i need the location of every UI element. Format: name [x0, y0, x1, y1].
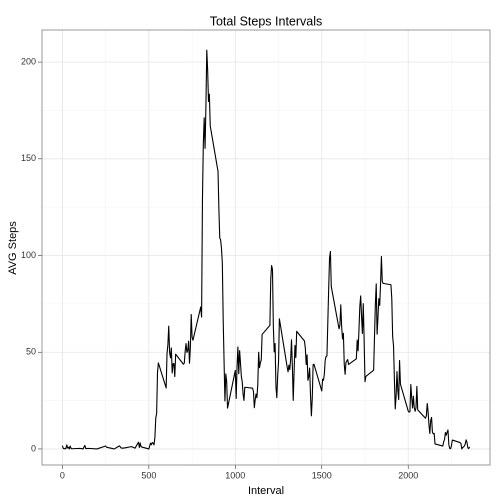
chart-title: Total Steps Intervals — [210, 14, 323, 28]
data-line — [61, 49, 471, 450]
x-tick-label: 0 — [60, 470, 65, 480]
plot-border — [41, 29, 491, 466]
x-tick-label: 1500 — [312, 470, 332, 480]
x-tick-label: 2000 — [398, 470, 418, 480]
x-axis-title: Interval — [248, 485, 284, 497]
x-tick-label: 500 — [141, 470, 156, 480]
x-tick-label: 1000 — [225, 470, 245, 480]
y-tick-label: 0 — [31, 443, 36, 453]
y-tick-label: 50 — [26, 347, 36, 357]
y-axis-title: AVG Steps — [7, 221, 19, 275]
y-tick-label: 100 — [21, 250, 36, 260]
y-tick-label: 200 — [21, 56, 36, 66]
plot-panel — [42, 30, 490, 465]
y-tick-label: 150 — [21, 153, 36, 163]
